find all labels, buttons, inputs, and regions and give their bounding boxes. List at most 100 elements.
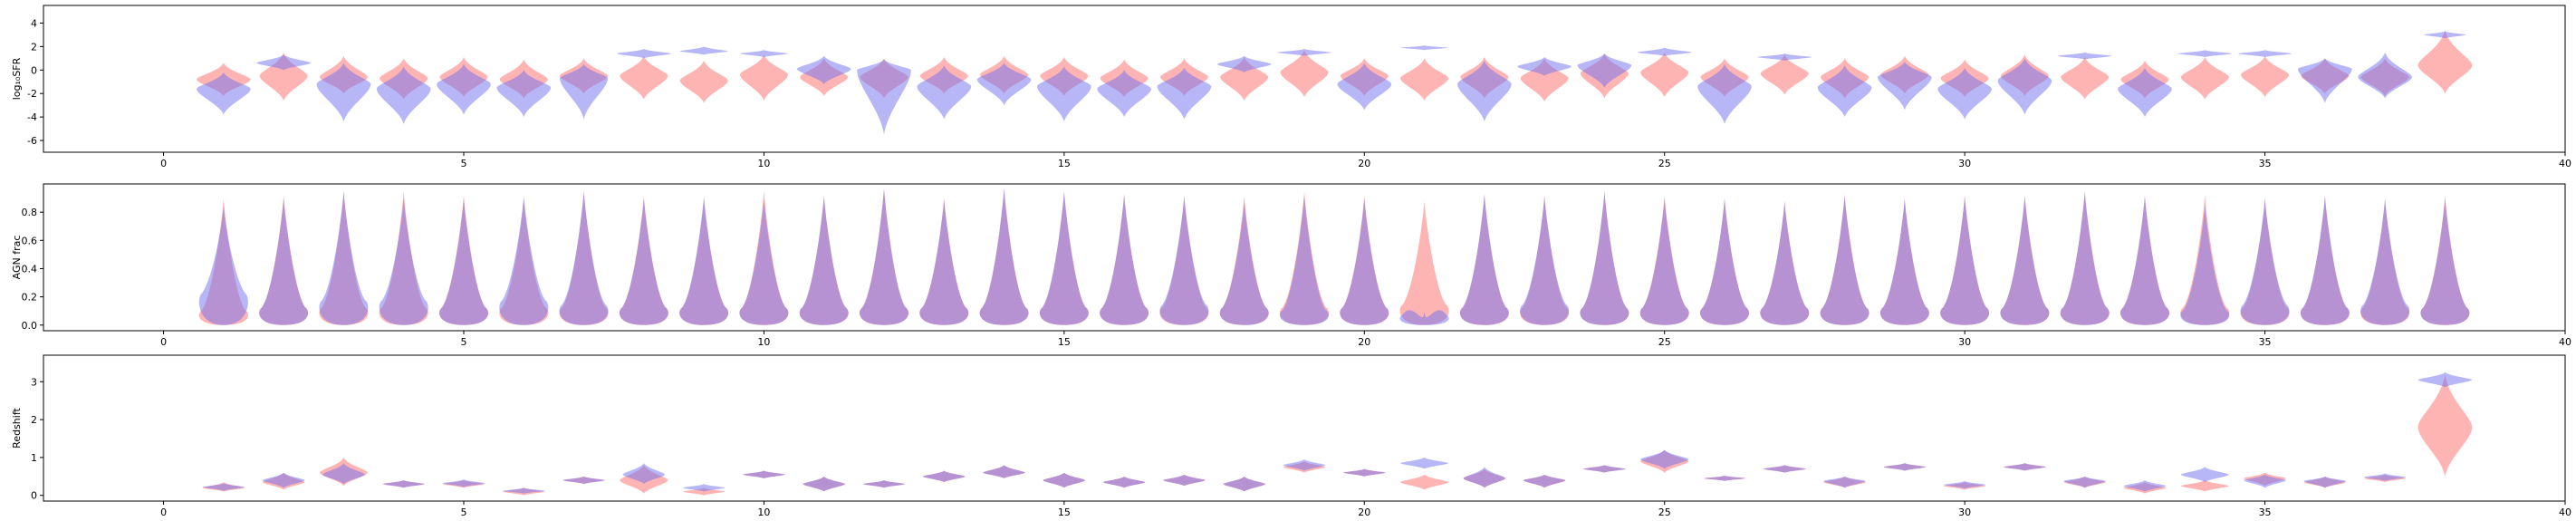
- violin-blue-12: [860, 188, 908, 325]
- violin-blue-1: [198, 205, 248, 325]
- violin-blue-16: [1097, 70, 1151, 118]
- x-tick-label: 15: [1058, 158, 1071, 169]
- violin-blue-11: [799, 195, 849, 325]
- violin-blue-13: [923, 470, 966, 483]
- violin-blue-22: [1459, 193, 1509, 325]
- y-tick-label: -6: [27, 135, 37, 147]
- violin-blue-37: [2358, 52, 2412, 99]
- violin-blue-26: [1703, 475, 1746, 481]
- violin-blue-34: [2180, 205, 2230, 325]
- violin-blue-20: [1340, 198, 1389, 325]
- violin-red-18: [1220, 57, 1269, 101]
- x-tick-label: 10: [757, 507, 770, 518]
- violin-blue-35: [2240, 198, 2290, 325]
- y-axis-label: log₁₀SFR: [11, 57, 23, 100]
- violin-blue-30: [1940, 195, 1990, 325]
- violin-blue-26: [1697, 63, 1752, 124]
- violin-blue-33: [2123, 480, 2167, 492]
- y-tick-label: 0.4: [22, 263, 38, 275]
- x-tick-label: 35: [2259, 158, 2272, 169]
- violin-blue-24: [1583, 465, 1626, 473]
- violin-blue-38: [2417, 371, 2473, 388]
- violin-blue-36: [2298, 58, 2352, 103]
- violin-blue-24: [1580, 190, 1629, 325]
- violin-blue-25: [1640, 449, 1689, 469]
- axes-frame: [43, 5, 2566, 153]
- x-tick-label: 10: [757, 336, 770, 348]
- violin-red-2: [259, 52, 308, 101]
- violin-blue-28: [1817, 65, 1872, 118]
- violin-blue-16: [1102, 476, 1146, 488]
- violin-blue-16: [1100, 193, 1149, 325]
- violin-blue-3: [316, 63, 371, 122]
- axes-frame: [43, 354, 2566, 502]
- x-tick-label: 35: [2259, 507, 2272, 518]
- y-tick-label: 3: [31, 376, 37, 388]
- violin-blue-6: [496, 70, 552, 118]
- violin-blue-4: [376, 66, 431, 124]
- violin-blue-10: [739, 198, 789, 325]
- violin-blue-3: [322, 463, 365, 485]
- y-tick-label: 2: [31, 414, 37, 426]
- series-blue: [198, 188, 2470, 325]
- violin-blue-27: [1760, 200, 1810, 325]
- violin-blue-17: [1157, 67, 1212, 120]
- x-tick-label: 10: [757, 158, 770, 169]
- violin-blue-7: [560, 63, 609, 120]
- violin-blue-5: [437, 63, 491, 115]
- violin-blue-4: [382, 480, 425, 488]
- violin-red-34: [2180, 57, 2229, 100]
- violin-blue-2: [262, 472, 305, 488]
- violin-blue-27: [1764, 465, 1806, 473]
- violin-blue-32: [2060, 190, 2110, 325]
- panel-1: 0 5 10 15 20 25 30 35 40 -6 -4 -2 0 2 4 log₁₀SFR: [11, 5, 2571, 169]
- violin-blue-32: [2057, 52, 2112, 60]
- violin-blue-13: [917, 65, 972, 120]
- violin-blue-26: [1700, 198, 1749, 325]
- violin-blue-14: [979, 188, 1029, 325]
- y-tick-label: -2: [27, 88, 37, 100]
- violin-red-8: [620, 55, 668, 100]
- violin-blue-14: [976, 63, 1032, 106]
- violin-red-23: [1520, 58, 1569, 102]
- violin-red-21: [1400, 474, 1449, 490]
- violin-blue-19: [1283, 459, 1326, 471]
- violin-blue-11: [803, 476, 845, 492]
- violin-blue-24: [1577, 53, 1632, 88]
- x-tick-label: 25: [1658, 336, 1671, 348]
- violin-blue-19: [1280, 195, 1329, 325]
- violin-blue-33: [2118, 67, 2172, 118]
- x-tick-label: 0: [160, 158, 167, 169]
- x-tick-label: 5: [461, 336, 467, 348]
- violin-blue-9: [679, 46, 728, 55]
- x-tick-label: 25: [1658, 158, 1671, 169]
- violin-blue-17: [1159, 195, 1209, 325]
- panel-2: 0 5 10 15 20 25 30 35 40 0.0 0.2 0.4 0.6 0.8 AGN frac: [11, 183, 2571, 348]
- violin-blue-18: [1219, 200, 1269, 325]
- violin-blue-31: [2000, 195, 2050, 325]
- violin-blue-12: [862, 480, 906, 488]
- violin-red-19: [1280, 50, 1329, 98]
- violin-blue-7: [559, 190, 609, 325]
- violin-blue-8: [619, 198, 668, 325]
- violin-blue-10: [743, 470, 785, 478]
- violin-blue-1: [202, 483, 245, 491]
- violin-blue-2: [256, 54, 311, 71]
- x-tick-label: 20: [1358, 158, 1370, 169]
- violin-blue-21: [1400, 45, 1449, 51]
- violin-blue-11: [796, 55, 851, 84]
- violin-blue-29: [1883, 463, 1927, 471]
- y-tick-label: 1: [31, 452, 37, 464]
- y-tick-label: 0: [31, 64, 37, 76]
- violin-blue-36: [2303, 476, 2347, 488]
- x-tick-label: 0: [160, 336, 167, 348]
- violin-blue-22: [1457, 60, 1512, 122]
- y-tick-label: 0.8: [22, 207, 38, 218]
- violin-blue-6: [503, 487, 545, 494]
- violin-blue-8: [622, 463, 666, 485]
- x-tick-label: 25: [1658, 507, 1671, 518]
- x-tick-label: 40: [2559, 336, 2571, 348]
- violin-blue-9: [682, 484, 726, 492]
- violin-blue-23: [1517, 57, 1572, 76]
